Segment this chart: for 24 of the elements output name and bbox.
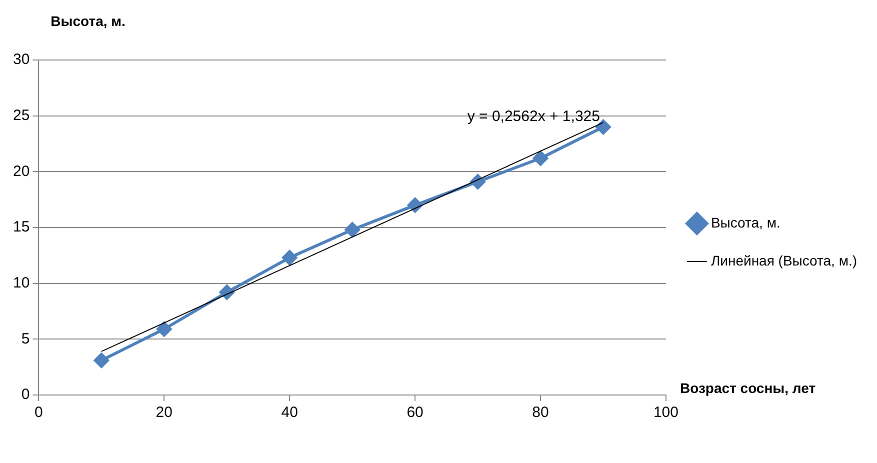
x-tick-label: 20 <box>156 404 172 422</box>
point <box>533 150 548 166</box>
y-tick-label: 0 <box>21 386 30 404</box>
point <box>156 322 172 337</box>
y-tick-label: 15 <box>12 218 30 236</box>
point <box>94 352 109 368</box>
y-axis-title: Высота, м. <box>50 12 126 29</box>
y-tick-label: 30 <box>12 51 30 68</box>
annotation: y = 0,2562x + 1,325 <box>467 108 600 126</box>
point <box>344 222 360 238</box>
y-tick-label: 10 <box>12 274 30 292</box>
y-tick-label: 5 <box>21 330 30 348</box>
y-tick-label: 20 <box>12 162 30 180</box>
x-axis-title: Возраст сосны, лет <box>680 380 816 396</box>
x-tick-label: 100 <box>653 404 678 422</box>
x-tick-label: 0 <box>34 404 43 422</box>
point <box>282 250 298 266</box>
y-tick-label: 25 <box>12 106 30 124</box>
legend-label: Высота, м. <box>710 214 780 230</box>
x-tick-label: 80 <box>532 404 549 422</box>
legend-label: Линейная (Высота, м.) <box>710 252 857 268</box>
x-tick-label: 60 <box>406 404 424 422</box>
point <box>408 198 423 213</box>
x-tick-label: 40 <box>281 404 298 422</box>
